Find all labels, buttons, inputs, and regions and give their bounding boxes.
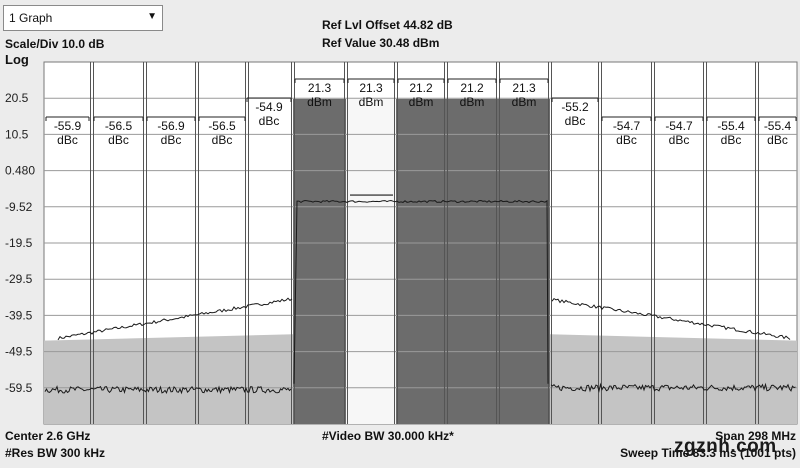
graph-selector-value: 1 Graph: [9, 11, 53, 25]
res-bw: #Res BW 300 kHz: [5, 446, 106, 460]
y-tick-label: -9.52: [5, 200, 33, 214]
carrier-level-value: 21.3: [512, 81, 536, 95]
right-offset-value: -54.7: [665, 119, 693, 133]
left-offset-unit: dBc: [57, 133, 78, 147]
carrier-level-unit: dBm: [409, 95, 434, 109]
scale-type-label: Log: [5, 52, 29, 67]
carrier-block: [446, 98, 498, 424]
right-limit-mask: [550, 334, 797, 424]
left-offset-unit: dBc: [212, 133, 233, 147]
right-offset-value: -55.2: [561, 100, 589, 114]
carrier-block: [498, 98, 550, 424]
sweep-time: Sweep Time 83.3 ms (1001 pts): [620, 446, 796, 460]
y-tick-label: -19.5: [5, 236, 33, 250]
left-offset-unit: dBc: [108, 133, 129, 147]
right-offset-unit: dBc: [721, 133, 742, 147]
scale-div-label: Scale/Div 10.0 dB: [5, 37, 105, 51]
carrier-level-unit: dBm: [512, 95, 537, 109]
carrier-block-active: [346, 98, 396, 424]
ref-value-label: Ref Value 30.48 dBm: [322, 36, 440, 50]
y-tick-label: -49.5: [5, 345, 33, 359]
right-offset-unit: dBc: [565, 114, 586, 128]
span-label: Span 298 MHz: [715, 429, 796, 443]
right-offset-unit: dBc: [669, 133, 690, 147]
y-tick-label: -39.5: [5, 308, 33, 322]
right-offset-unit: dBc: [616, 133, 637, 147]
trace-carrier: [293, 199, 549, 384]
carrier-block: [396, 98, 446, 424]
left-offset-value: -54.9: [255, 100, 283, 114]
right-offset-unit: dBc: [767, 133, 788, 147]
trace-left-upper: [57, 297, 293, 341]
y-tick-label: 0.480: [5, 164, 35, 178]
carrier-level-unit: dBm: [460, 95, 485, 109]
carrier-block: [293, 98, 346, 424]
chevron-down-icon[interactable]: ▼: [147, 11, 157, 22]
left-offset-unit: dBc: [259, 114, 280, 128]
y-tick-label: 10.5: [5, 127, 29, 141]
y-tick-label: -29.5: [5, 272, 33, 286]
graph-selector[interactable]: 1 Graph ▼: [3, 5, 163, 31]
ref-offset-label: Ref Lvl Offset 44.82 dB: [322, 18, 453, 32]
y-tick-label: 20.5: [5, 91, 29, 105]
left-offset-unit: dBc: [161, 133, 182, 147]
carrier-level-value: 21.3: [359, 81, 383, 95]
trace-left-noise: [44, 385, 292, 395]
left-limit-mask: [44, 334, 293, 424]
center-frequency: Center 2.6 GHz: [5, 429, 91, 443]
left-offset-value: -55.9: [54, 119, 82, 133]
right-offset-value: -55.4: [764, 119, 792, 133]
video-bw: #Video BW 30.000 kHz*: [322, 429, 454, 443]
carrier-level-value: 21.3: [308, 81, 332, 95]
y-tick-label: -59.5: [5, 381, 33, 395]
carrier-level-unit: dBm: [307, 95, 332, 109]
carrier-level-value: 21.2: [409, 81, 433, 95]
left-offset-value: -56.5: [208, 119, 236, 133]
right-offset-value: -54.7: [613, 119, 641, 133]
watermark: zgznh.com: [674, 436, 777, 457]
right-offset-value: -55.4: [717, 119, 745, 133]
trace-right-upper: [551, 297, 791, 340]
left-offset-value: -56.9: [157, 119, 185, 133]
carrier-level-value: 21.2: [460, 81, 484, 95]
left-offset-value: -56.5: [105, 119, 133, 133]
carrier-level-unit: dBm: [359, 95, 384, 109]
trace-right-noise: [550, 382, 796, 393]
